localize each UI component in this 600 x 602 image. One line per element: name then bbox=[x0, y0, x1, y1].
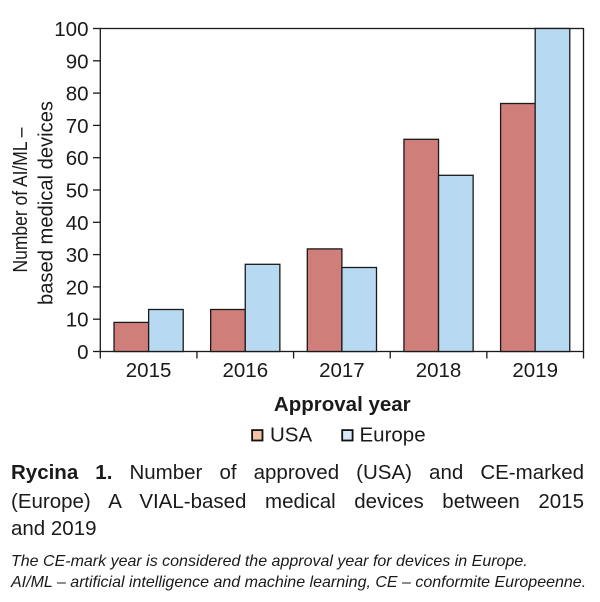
svg-text:90: 90 bbox=[66, 50, 89, 73]
svg-text:100: 100 bbox=[54, 18, 88, 41]
svg-text:80: 80 bbox=[66, 83, 89, 106]
svg-text:Approval year: Approval year bbox=[274, 393, 411, 416]
svg-text:70: 70 bbox=[66, 115, 89, 138]
svg-text:2019: 2019 bbox=[512, 359, 558, 382]
svg-text:2017: 2017 bbox=[319, 359, 365, 382]
svg-text:USA: USA bbox=[270, 424, 312, 447]
svg-text:30: 30 bbox=[66, 244, 89, 267]
svg-text:0: 0 bbox=[77, 341, 88, 364]
svg-text:20: 20 bbox=[66, 276, 89, 299]
svg-text:2015: 2015 bbox=[126, 359, 172, 382]
svg-text:10: 10 bbox=[66, 309, 89, 332]
svg-text:60: 60 bbox=[66, 147, 89, 170]
svg-text:50: 50 bbox=[66, 180, 89, 203]
svg-text:40: 40 bbox=[66, 212, 89, 235]
svg-text:Europe: Europe bbox=[360, 424, 426, 447]
svg-text:Number of AI/ML –: Number of AI/ML – bbox=[9, 127, 32, 273]
svg-text:based medical devices: based medical devices bbox=[35, 101, 58, 305]
svg-text:2018: 2018 bbox=[416, 359, 462, 382]
svg-text:2016: 2016 bbox=[222, 359, 268, 382]
